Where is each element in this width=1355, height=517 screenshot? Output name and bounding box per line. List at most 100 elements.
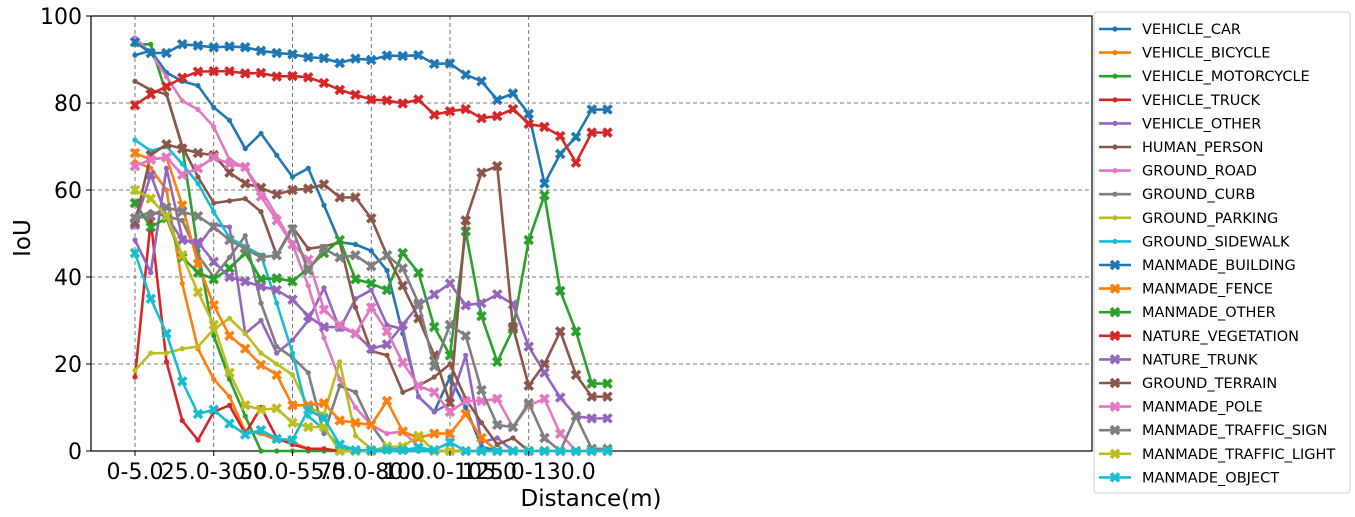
data-point [255,45,267,57]
data-point [129,147,141,159]
data-point [255,359,267,371]
data-point [289,337,296,343]
data-point [192,258,204,270]
y-axis-label: IoU [10,219,36,257]
data-point [397,50,409,62]
data-point [413,267,424,278]
data-point [365,419,377,431]
legend-entry: MANMADE_OBJECT [1099,470,1279,486]
data-point [224,65,235,77]
data-point [208,221,220,233]
data-point [239,276,251,287]
data-point [176,249,188,261]
data-point [539,178,550,189]
data-point [365,278,377,289]
legend-label: MANMADE_POLE [1142,400,1263,416]
data-point [287,49,298,60]
data-point [192,236,204,248]
data-point [211,124,217,130]
data-point [302,421,314,433]
data-point [274,361,280,367]
legend-entry: VEHICLE_OTHER [1099,116,1261,132]
data-point [176,39,188,50]
data-point [539,367,550,378]
data-point [239,42,251,53]
data-point [271,47,283,59]
legend-entry: GROUND_CURB [1099,187,1255,203]
legend-label: MANMADE_TRAFFIC_SIGN [1142,423,1327,439]
data-point [539,432,550,444]
data-point [476,310,487,322]
legend-entry: GROUND_ROAD [1099,164,1257,180]
data-point [460,330,472,341]
legend-label: VEHICLE_MOTORCYCLE [1142,69,1310,85]
data-point [539,393,550,405]
legend-label: MANMADE_OTHER [1142,305,1276,321]
series-nature-trunk [129,169,613,424]
data-point [145,293,157,305]
data-point [365,343,377,355]
legend-marker [1109,448,1121,460]
data-point [226,224,233,230]
data-point [129,247,141,259]
data-point [586,127,598,138]
data-point [586,445,598,457]
data-point [463,404,469,411]
y-tick-label: 60 [54,179,82,204]
data-point [226,394,233,400]
legend-marker [1112,215,1118,221]
data-point [192,40,204,51]
data-point [507,103,519,115]
data-point [302,265,314,276]
data-point [350,417,361,428]
data-point [460,445,472,457]
series-lines [129,35,613,457]
data-point [129,213,141,224]
legend-label: MANMADE_TRAFFIC_LIGHT [1142,447,1335,463]
data-point [287,223,298,235]
data-point [318,321,330,333]
legend-label: NATURE_TRUNK [1142,352,1258,368]
series-manmade-building [129,36,613,189]
data-point [271,403,283,414]
data-point [350,89,361,101]
data-point [192,286,204,298]
data-point [208,152,220,163]
data-point [476,75,487,87]
legend: VEHICLE_CAR VEHICLE_BICYCLE VEHICLE_MOTORC… [1093,11,1351,494]
data-point [491,393,503,405]
data-point [350,444,361,456]
data-point [381,444,393,455]
data-point [586,104,598,115]
data-point [334,415,346,426]
data-point [523,341,535,352]
data-point [192,267,204,278]
data-point [211,104,217,110]
data-point [384,352,390,358]
data-point [305,165,311,171]
data-point [176,169,188,181]
x-tick-label: 50.0-55.0 [240,460,346,485]
data-point [460,300,472,311]
legend-label: VEHICLE_TRUCK [1142,93,1261,109]
data-point [289,174,296,180]
legend-marker [1109,283,1121,294]
data-point [287,417,298,428]
data-point [163,350,170,356]
x-tick-label: 125.0-130.0 [462,460,596,485]
data-point [507,445,519,457]
data-point [211,376,217,382]
data-point [302,72,314,83]
data-point [491,419,503,431]
data-point [287,294,298,305]
data-point [242,413,248,419]
legend-marker [1109,259,1121,271]
data-point [460,69,472,80]
grid-lines [91,16,1092,451]
data-point [413,297,424,309]
data-point [570,410,582,422]
data-point [318,77,330,89]
data-point [195,180,201,187]
data-point [192,408,204,420]
data-point [226,254,233,261]
